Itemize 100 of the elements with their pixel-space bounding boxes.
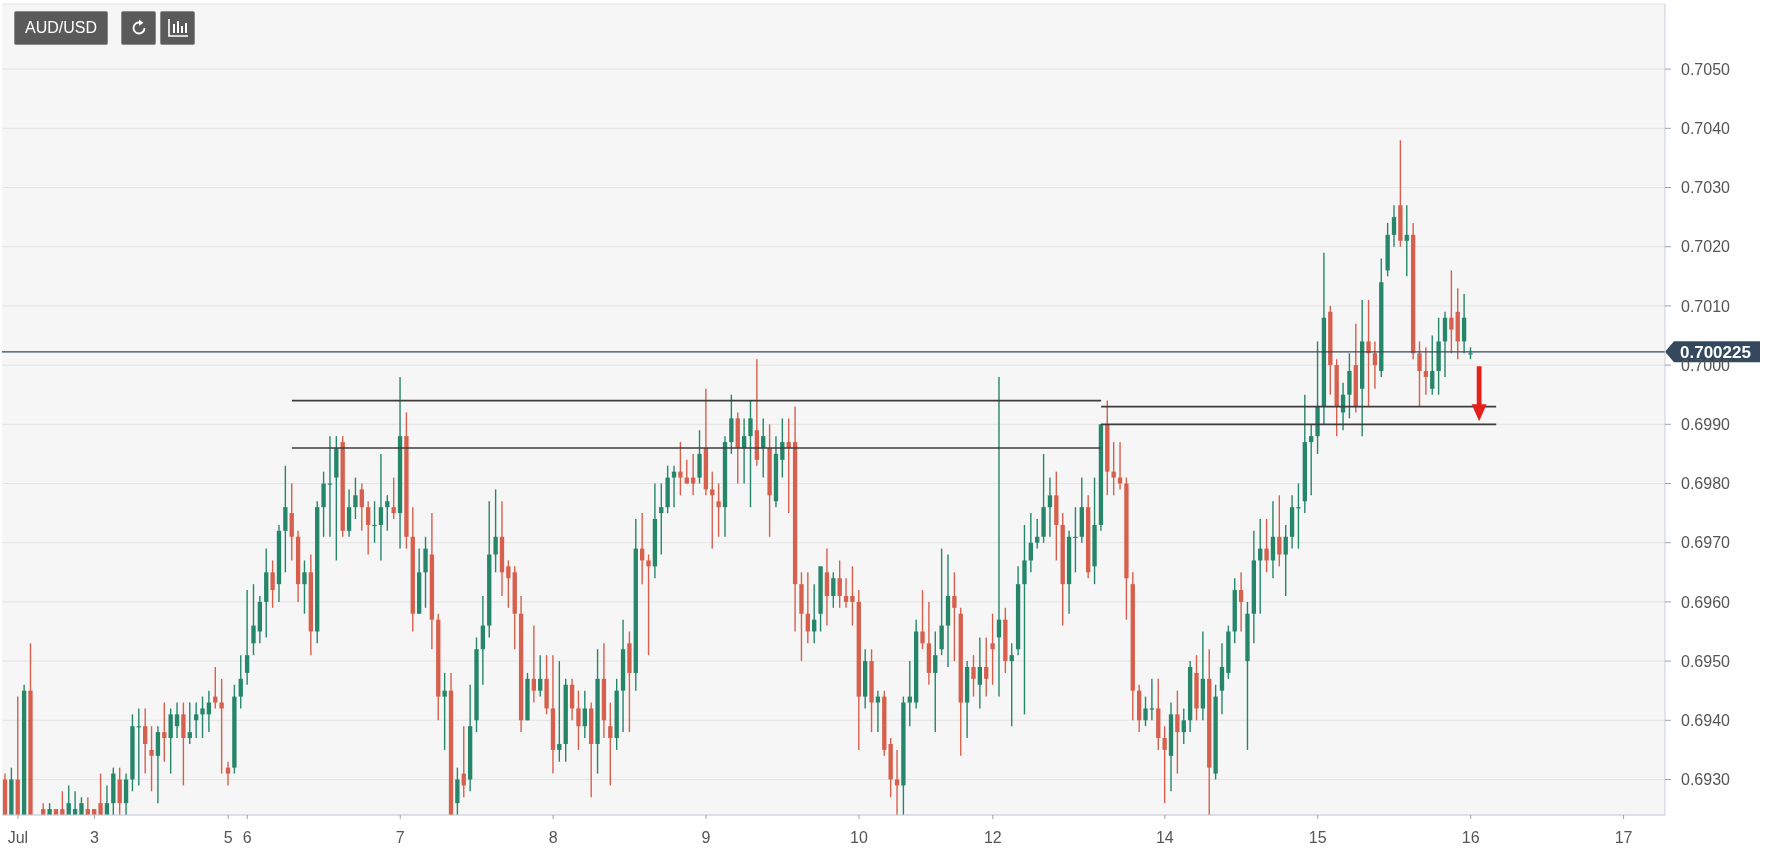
candlestick [831, 571, 836, 609]
candlestick [659, 482, 664, 556]
x-tick-label: 15 [1308, 829, 1327, 846]
candlestick [143, 707, 148, 775]
y-tick-label: 0.6940 [1681, 711, 1731, 729]
candlestick [506, 559, 511, 609]
candlestick [1162, 725, 1167, 804]
y-tick-label: 0.6930 [1681, 771, 1731, 789]
candlestick [193, 701, 199, 739]
candlestick [557, 660, 562, 763]
x-tick-label: 14 [1155, 829, 1174, 846]
candlestick [538, 654, 543, 698]
candlestick [875, 689, 881, 733]
y-tick-label: 0.6980 [1681, 475, 1731, 493]
x-tick-label: 12 [983, 829, 1002, 846]
x-tick-label: 8 [548, 829, 558, 846]
text: AUD/USD [14, 11, 109, 45]
candlestick [1111, 441, 1116, 497]
candlestick [1449, 269, 1454, 354]
x-tick-label: 7 [395, 829, 405, 846]
candlestick [1417, 340, 1422, 408]
candlestick [327, 435, 333, 538]
candlestick [1264, 518, 1269, 573]
candlestick [321, 470, 326, 538]
candlestick [302, 559, 307, 615]
candlestick [1238, 571, 1244, 633]
candlestick [608, 701, 613, 787]
candlestick [824, 547, 830, 627]
candlestick [729, 394, 734, 455]
y-tick-label: 0.7040 [1681, 119, 1731, 137]
candlestick [710, 470, 715, 550]
candlestick [1283, 524, 1288, 597]
candlestick [850, 565, 855, 627]
candlestick [952, 571, 957, 662]
candlestick [1035, 518, 1040, 550]
candlestick [123, 772, 129, 815]
candlestick [1181, 707, 1186, 745]
candlestick [920, 589, 925, 650]
y-tick-label: 0.7020 [1681, 238, 1731, 256]
candlestick [372, 500, 377, 544]
candlestick [837, 559, 842, 609]
candlestick [187, 701, 192, 745]
candlestick [939, 547, 944, 656]
candlestick [244, 589, 250, 686]
candlestick [493, 488, 498, 573]
candlestick [582, 689, 587, 739]
candlestick [1347, 352, 1352, 420]
candlestick [238, 654, 243, 710]
candlestick [748, 399, 753, 508]
candlestick [1219, 642, 1225, 716]
y-tick-label: 0.7050 [1681, 60, 1731, 78]
candlestick [1430, 334, 1435, 396]
candlestick [225, 761, 231, 787]
candlestick [251, 583, 256, 656]
candlestick [678, 441, 683, 497]
x-tick-label: 17 [1614, 829, 1633, 846]
candlestick [200, 695, 205, 739]
candlestick [168, 707, 173, 775]
y-tick-label: 0.6990 [1681, 415, 1731, 433]
candlestick [1149, 678, 1155, 721]
candlestick [359, 482, 364, 532]
candlestick [174, 701, 180, 739]
candlestick [843, 577, 849, 609]
y-tick-label: 0.6970 [1681, 534, 1731, 552]
candlestick [1175, 689, 1180, 775]
candlestick [1296, 482, 1301, 550]
candlestick [671, 465, 677, 508]
candlestick [1143, 695, 1148, 727]
candlestick [149, 725, 154, 793]
candlestick [385, 494, 390, 532]
candlestick [646, 553, 651, 656]
candlestick [1022, 524, 1027, 716]
candlestick [984, 636, 989, 698]
candlestick [353, 476, 358, 520]
y-tick-label: 0.7030 [1681, 179, 1731, 197]
candlestick [894, 749, 900, 815]
candlestick [181, 701, 186, 787]
candlestick [117, 766, 122, 815]
candlestick [155, 725, 161, 804]
candlestick [1309, 423, 1314, 497]
candlestick [971, 654, 976, 698]
candlestick [442, 672, 447, 751]
x-tick-label: 6 [242, 829, 252, 846]
candlestick [423, 536, 428, 609]
candlestick [716, 482, 721, 538]
candlestick [1047, 476, 1053, 538]
candlestick [1277, 494, 1282, 568]
candlestick [977, 636, 983, 710]
x-tick-label: 5 [223, 829, 233, 846]
candlestick [283, 465, 288, 573]
candlestick [378, 453, 384, 562]
candlestick [907, 660, 912, 727]
ref-line-label: 0.700225 [1680, 342, 1751, 362]
candlestick [933, 630, 938, 733]
x-tick-label: 10 [850, 829, 868, 846]
candlestick [213, 666, 218, 710]
x-tick-label: 16 [1461, 829, 1480, 846]
candlestick [98, 772, 103, 815]
candlestick [1073, 506, 1078, 573]
candlestick [219, 678, 224, 775]
